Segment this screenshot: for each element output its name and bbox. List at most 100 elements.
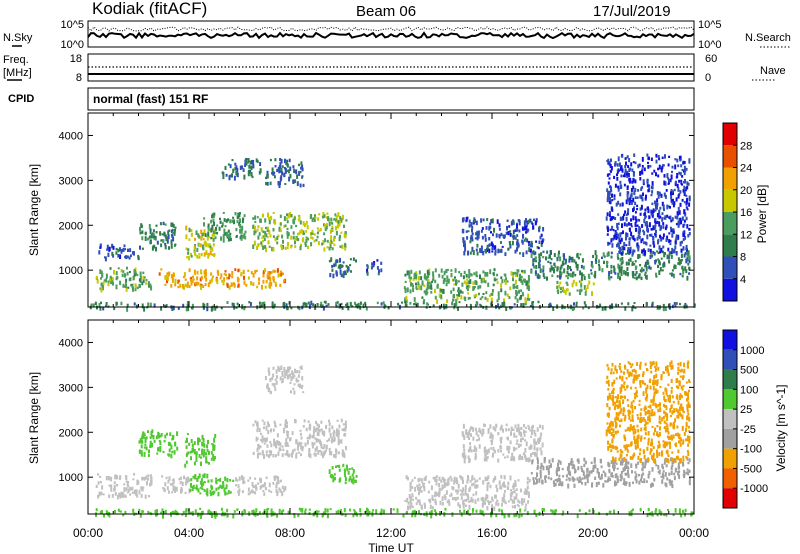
velocity-echo-cell <box>224 476 227 481</box>
power-echo-cell <box>279 214 282 218</box>
velocity-echo-cell <box>304 508 307 511</box>
velocity-echo-cell <box>624 436 627 441</box>
power-echo-cell <box>267 271 270 275</box>
velocity-echo-cell <box>530 431 533 436</box>
velocity-echo-cell <box>210 479 213 483</box>
velocity-echo-cell <box>162 513 164 519</box>
velocity-echo-cell <box>518 431 521 436</box>
velocity-echo-cell <box>352 476 355 482</box>
velocity-echo-cell <box>266 508 269 514</box>
velocity-echo-cell <box>582 471 585 476</box>
velocity-echo-cell <box>481 510 484 514</box>
velocity-echo-cell <box>500 475 503 479</box>
velocity-echo-cell <box>251 510 254 513</box>
power-echo-cell <box>684 168 687 173</box>
power-echo-cell <box>582 265 585 270</box>
power-echo-cell <box>465 217 468 222</box>
velocity-echo-cell <box>154 509 157 514</box>
velocity-echo-cell <box>634 476 637 481</box>
power-echo-cell <box>233 219 235 225</box>
velocity-echo-cell <box>472 493 475 497</box>
power-colorbar-tick-label: 8 <box>740 252 746 264</box>
velocity-echo-cell <box>686 468 689 471</box>
velocity-echo-cell <box>614 401 617 405</box>
velocity-echo-cell <box>261 450 264 455</box>
velocity-echo-cell <box>665 513 668 517</box>
power-echo-cell <box>293 170 296 173</box>
velocity-echo-cell <box>507 451 510 454</box>
velocity-echo-cell <box>588 472 591 477</box>
power-echo-cell <box>359 301 362 305</box>
power-echo-cell <box>467 230 470 233</box>
power-echo-cell <box>580 264 583 269</box>
nave-right-tick-top: 60 <box>705 53 717 65</box>
power-echo-cell <box>327 218 329 222</box>
velocity-echo-cell <box>638 403 641 406</box>
power-echo-cell <box>628 177 631 182</box>
power-echo-cell <box>415 288 418 291</box>
power-echo-cell <box>123 244 126 248</box>
velocity-echo-cell <box>259 485 262 490</box>
power-echo-cell <box>522 252 525 257</box>
velocity-echo-cell <box>343 468 346 471</box>
power-echo-cell <box>232 168 235 174</box>
velocity-echo-cell <box>612 398 614 403</box>
velocity-echo-cell <box>520 438 522 443</box>
power-echo-cell <box>503 298 505 302</box>
velocity-echo-cell <box>596 470 599 474</box>
velocity-echo-cell <box>164 434 167 439</box>
velocity-echo-cell <box>490 513 493 518</box>
power-echo-cell <box>688 195 691 200</box>
power-echo-cell <box>215 278 218 282</box>
power-echo-cell <box>527 279 530 282</box>
velocity-echo-cell <box>650 483 652 488</box>
power-echo-cell <box>522 303 525 308</box>
power-echo-cell <box>471 236 474 240</box>
power-echo-cell <box>666 173 669 178</box>
velocity-echo-cell <box>333 439 335 443</box>
velocity-echo-cell <box>456 492 459 495</box>
power-echo-cell <box>232 303 235 307</box>
power-echo-cell <box>283 216 286 222</box>
power-echo-cell <box>638 273 641 277</box>
power-echo-cell <box>615 202 618 207</box>
velocity-echo-cell <box>614 445 617 449</box>
power-echo-cell <box>660 257 663 260</box>
noise-right-tick-bottom: 10^0 <box>698 39 722 51</box>
velocity-echo-cell <box>471 477 474 481</box>
power-echo-cell <box>105 304 108 308</box>
velocity-echo-cell <box>227 492 230 495</box>
velocity-echo-cell <box>592 509 595 513</box>
velocity-echo-cell <box>541 425 544 430</box>
velocity-echo-cell <box>505 423 508 427</box>
power-echo-cell <box>267 212 269 218</box>
power-echo-cell <box>649 254 652 260</box>
velocity-echo-cell <box>159 441 162 446</box>
velocity-echo-region <box>235 475 287 497</box>
power-echo-cell <box>559 287 562 291</box>
power-echo-cell <box>540 243 543 247</box>
power-echo-cell <box>515 290 518 295</box>
power-echo-cell <box>514 249 517 254</box>
power-echo-cell <box>684 266 687 271</box>
velocity-echo-cell <box>465 429 468 432</box>
velocity-echo-cell <box>474 499 477 505</box>
power-echo-cell <box>463 270 466 275</box>
velocity-echo-cell <box>630 463 633 469</box>
power-ylabel: Slant Range [km] <box>27 164 41 256</box>
power-echo-cell <box>551 274 554 277</box>
velocity-echo-cell <box>547 467 550 473</box>
power-echo-cell <box>682 160 685 165</box>
power-echo-cell <box>642 182 645 186</box>
velocity-echo-cell <box>197 512 199 517</box>
velocity-echo-cell <box>650 412 653 417</box>
velocity-echo-cell <box>335 510 338 515</box>
power-echo-cell <box>472 250 475 256</box>
power-echo-cell <box>608 177 611 180</box>
power-echo-cell <box>98 303 101 308</box>
velocity-echo-cell <box>561 481 564 487</box>
power-echo-cell <box>199 243 202 248</box>
velocity-echo-cell <box>497 449 500 453</box>
power-echo-cell <box>294 179 297 184</box>
power-echo-cell <box>264 231 267 235</box>
